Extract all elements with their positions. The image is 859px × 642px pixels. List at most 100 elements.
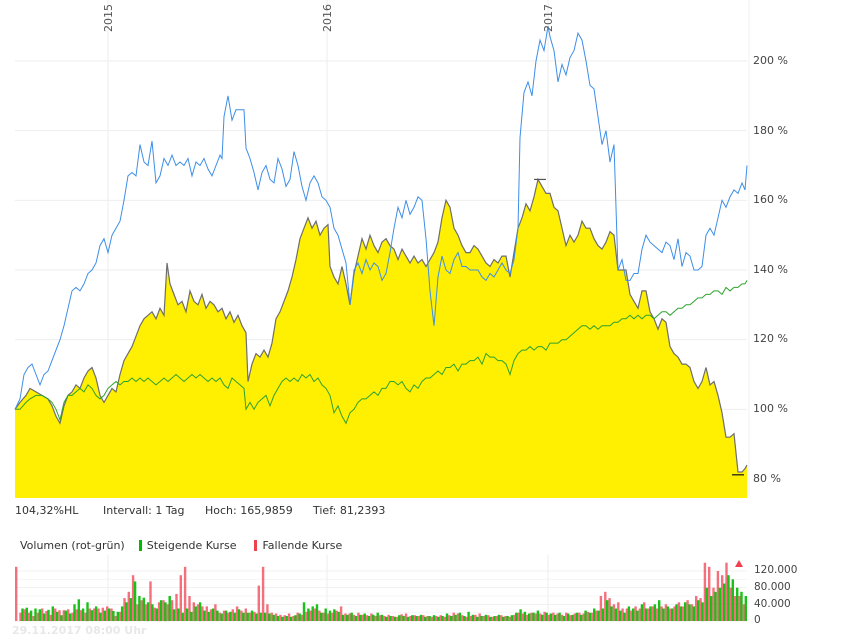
volume-bar-up: [341, 614, 345, 622]
volume-bar-up: [73, 604, 76, 621]
volume-bar-down: [287, 613, 291, 621]
volume-bar-down: [222, 610, 226, 621]
volume-bar-down: [491, 616, 494, 621]
volume-chart-plot[interactable]: [0, 555, 859, 625]
volume-bar-up: [350, 612, 353, 621]
volume-bar-up: [506, 616, 509, 621]
volume-bar-up: [354, 616, 358, 621]
volume-bar-up: [285, 616, 288, 621]
volume-bar-up: [294, 615, 297, 621]
volume-bar-down: [452, 612, 455, 621]
volume-bar-down: [84, 612, 87, 621]
volume-bar-up: [112, 611, 115, 621]
volume-bar-down: [569, 615, 572, 621]
y-tick-120: 120 %: [753, 332, 788, 345]
volume-bar-up: [632, 608, 635, 621]
volume-legend-title: Volumen (rot-grün): [20, 539, 125, 552]
volume-bar-up: [29, 610, 33, 621]
volume-bar-down: [543, 611, 546, 621]
volume-bar-up: [255, 613, 258, 621]
price-chart[interactable]: 2015 2016 2017 200 % 180 % 160 % 140 % 1…: [0, 0, 859, 500]
volume-bar-up: [627, 606, 631, 621]
volume-bar-down: [235, 606, 239, 621]
volume-bar-up: [177, 608, 180, 621]
volume-bar-down: [630, 610, 633, 621]
volume-bar-down: [409, 616, 412, 621]
volume-bar-up: [55, 611, 59, 621]
volume-bar-up: [528, 613, 531, 621]
volume-bar-up: [536, 610, 540, 621]
price-chart-plot[interactable]: [0, 0, 859, 500]
volume-bar-up: [441, 616, 444, 621]
volume-bar-up: [692, 606, 695, 621]
volume-bar-down: [439, 615, 442, 621]
volume-bar-down: [734, 596, 737, 621]
volume-bar-up: [432, 615, 436, 621]
volume-bar-down: [508, 616, 512, 621]
volume-bar-down: [313, 608, 317, 621]
volume-bar-up: [393, 616, 397, 621]
volume-bar-up: [207, 611, 210, 621]
volume-bar-up: [645, 608, 648, 621]
volume-bar-up: [476, 616, 479, 621]
volume-chart[interactable]: 120.000 80.000 40.000 0: [0, 555, 859, 626]
volume-bar-down: [608, 598, 611, 621]
volume-bar-down: [729, 587, 733, 621]
volume-bar-down: [573, 613, 577, 621]
volume-bar-down: [591, 612, 594, 621]
volume-bar-up: [523, 611, 527, 621]
volume-bar-down: [309, 610, 312, 621]
volume-bar-down: [274, 613, 278, 621]
volume-bar-up: [107, 608, 111, 621]
volume-bar-up: [133, 581, 137, 621]
volume-bar-down: [612, 604, 616, 621]
volume-bar-up: [658, 600, 661, 621]
volume-bar-down: [270, 612, 273, 621]
volume-bar-up: [593, 608, 596, 621]
volume-bar-down: [513, 614, 516, 622]
area-series-line[interactable]: [14, 177, 748, 473]
volume-bar-up: [281, 616, 284, 621]
volume-bar-up: [320, 612, 323, 621]
volume-bar-up: [86, 602, 89, 622]
volume-bar-down: [331, 612, 334, 621]
volume-bar-up: [411, 615, 414, 621]
volume-bar-up: [99, 612, 102, 621]
volume-bar-down: [383, 616, 386, 621]
series-line-1[interactable]: [14, 26, 748, 410]
volume-bar-up: [723, 583, 726, 621]
volume-bar-up: [532, 612, 535, 621]
volume-bar-up: [237, 609, 241, 621]
volume-bar-up: [402, 616, 405, 621]
volume-bar-up: [47, 609, 50, 622]
volume-bar-up: [649, 606, 652, 621]
volume-bar-up: [454, 614, 457, 622]
volume-bar-down: [166, 604, 169, 621]
volume-bar-up: [619, 610, 622, 621]
volume-bar-down: [703, 562, 707, 621]
volume-bar-down: [175, 593, 178, 621]
volume-bar-up: [216, 610, 219, 621]
volume-bar-down: [556, 613, 559, 621]
volume-bar-up: [168, 596, 171, 621]
volume-bar-down: [266, 604, 269, 621]
volume-bar-up: [333, 609, 336, 621]
volume-bar-up: [346, 614, 349, 622]
series-line-2[interactable]: [15, 280, 748, 425]
volume-bar-up: [203, 610, 206, 621]
volume-bar-up: [263, 612, 267, 621]
volume-bar-down: [162, 600, 165, 621]
volume-bar-up: [584, 610, 587, 621]
x-tick-2015: 2015: [102, 4, 115, 32]
volume-bar-down: [357, 612, 360, 621]
volume-bar-up: [298, 613, 301, 621]
volume-bar-down: [261, 566, 265, 621]
volume-bar-down: [621, 608, 624, 621]
volume-bar-down: [153, 607, 156, 621]
volume-bar-down: [560, 614, 564, 622]
volume-bar-up: [51, 606, 54, 621]
volume-bar-down: [387, 614, 390, 622]
volume-bar-up: [181, 612, 184, 621]
x-tick-2016: 2016: [321, 4, 334, 32]
volume-bar-up: [601, 608, 605, 621]
